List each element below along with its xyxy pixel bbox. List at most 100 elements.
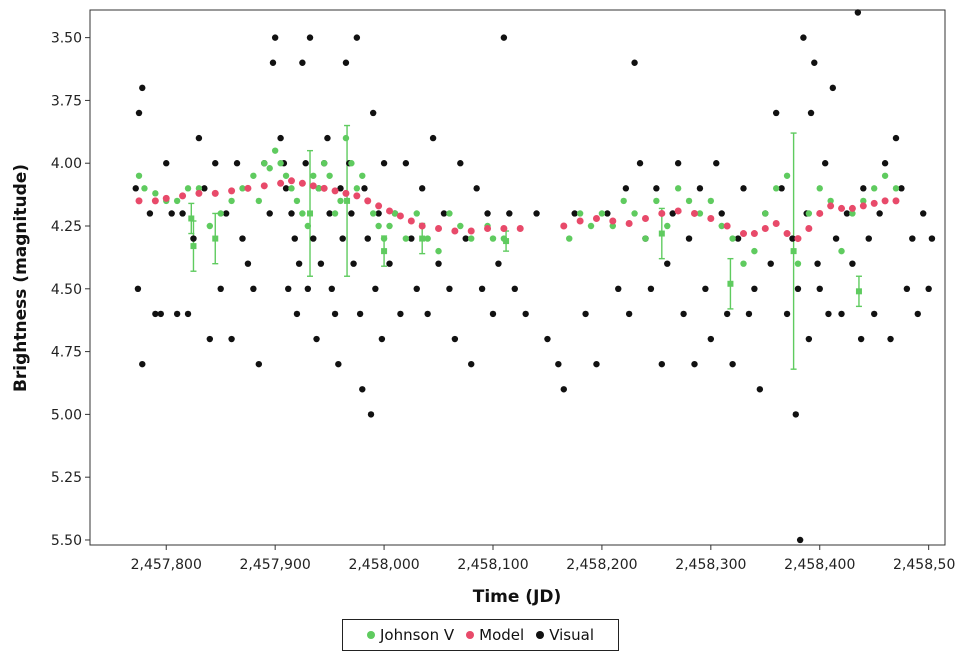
johnson-v-point xyxy=(653,197,660,205)
visual-point xyxy=(348,210,355,217)
visual-point xyxy=(317,260,325,267)
model-point xyxy=(211,189,219,197)
visual-point xyxy=(849,260,856,267)
visual-point xyxy=(440,210,448,217)
visual-point xyxy=(478,285,486,293)
visual-point xyxy=(418,185,426,192)
johnson-v-point xyxy=(255,197,263,205)
visual-point xyxy=(796,536,804,544)
model-point xyxy=(375,202,383,210)
johnson-v-point xyxy=(435,247,442,255)
y-tick-label: 4.25 xyxy=(51,219,82,235)
johnson-v-point xyxy=(331,210,339,217)
visual-point xyxy=(157,310,164,318)
visual-point xyxy=(364,235,371,242)
johnson-v-point xyxy=(266,165,273,172)
visual-point xyxy=(734,235,742,242)
visual-point xyxy=(647,285,655,293)
visual-point xyxy=(636,160,644,167)
model-point xyxy=(435,225,443,233)
johnson-v-point xyxy=(271,147,279,154)
y-tick-label: 4.00 xyxy=(51,156,82,172)
visual-point xyxy=(807,109,815,117)
johnson-v-point xyxy=(468,235,475,242)
visual-point xyxy=(805,335,813,343)
visual-point xyxy=(339,235,346,242)
johnson-v-point xyxy=(277,160,284,167)
johnson-v-point xyxy=(135,172,143,179)
visual-point xyxy=(691,360,698,368)
visual-point xyxy=(903,285,911,293)
johnson-v-point xyxy=(217,210,224,217)
johnson-v-point xyxy=(337,197,344,205)
visual-point xyxy=(134,285,142,293)
visual-point xyxy=(139,84,146,92)
johnson-v-error-bar xyxy=(190,220,197,272)
visual-point xyxy=(277,134,284,142)
visual-point xyxy=(457,160,464,167)
visual-point xyxy=(718,210,725,217)
model-point xyxy=(151,197,159,205)
johnson-v-point xyxy=(892,185,900,192)
model-point xyxy=(690,209,698,217)
error-bar-center xyxy=(503,238,510,245)
visual-point xyxy=(139,360,146,368)
visual-point xyxy=(615,285,622,293)
visual-point xyxy=(533,210,540,217)
model-point xyxy=(609,217,617,225)
visual-point xyxy=(489,310,497,318)
y-tick-label: 3.50 xyxy=(51,31,82,47)
legend-item-johnson-v: Johnson V xyxy=(367,626,454,644)
legend-label-model: Model xyxy=(479,626,525,644)
johnson-v-point xyxy=(729,235,736,242)
visual-point xyxy=(233,160,241,167)
visual-point xyxy=(582,310,589,318)
model-point xyxy=(195,189,203,197)
visual-point xyxy=(794,285,802,293)
visual-point xyxy=(212,160,219,167)
johnson-v-point xyxy=(642,235,649,242)
visual-point xyxy=(696,185,704,192)
model-point xyxy=(516,225,524,233)
model-point xyxy=(859,202,867,210)
visual-point xyxy=(871,310,878,318)
visual-point xyxy=(359,386,366,393)
error-bar-center xyxy=(727,280,734,287)
legend-marker-johnson-v xyxy=(367,631,375,639)
johnson-v-point xyxy=(359,172,366,179)
johnson-v-point xyxy=(299,210,306,217)
johnson-v-point xyxy=(353,185,361,192)
model-point xyxy=(560,222,568,230)
johnson-v-point xyxy=(261,160,268,167)
model-point xyxy=(658,209,666,217)
model-point xyxy=(805,225,813,233)
model-point xyxy=(881,197,889,205)
johnson-v-point xyxy=(446,210,453,217)
johnson-v-point xyxy=(386,222,393,230)
visual-point xyxy=(163,160,170,167)
johnson-v-point xyxy=(369,210,377,217)
visual-point xyxy=(413,285,420,293)
visual-point xyxy=(288,210,295,217)
visual-point xyxy=(302,160,309,167)
johnson-v-point xyxy=(685,197,693,205)
visual-point xyxy=(184,310,192,318)
visual-point xyxy=(555,360,562,368)
model-point xyxy=(364,197,372,205)
johnson-v-point xyxy=(707,197,715,205)
johnson-v-point xyxy=(881,172,889,179)
johnson-v-point xyxy=(380,235,388,242)
visual-point xyxy=(680,310,687,318)
johnson-v-point xyxy=(609,222,617,230)
visual-point xyxy=(269,59,277,66)
visual-point xyxy=(829,84,837,92)
x-tick-label: 2,457,800 xyxy=(131,557,202,573)
legend-marker-visual xyxy=(536,631,545,639)
model-point xyxy=(750,230,758,238)
model-point xyxy=(228,187,236,195)
johnson-v-point xyxy=(598,210,606,217)
johnson-v-point xyxy=(293,197,301,205)
legend-label-johnson-v: Johnson V xyxy=(380,626,455,644)
johnson-v-point xyxy=(342,134,350,142)
johnson-v-point xyxy=(391,210,399,217)
